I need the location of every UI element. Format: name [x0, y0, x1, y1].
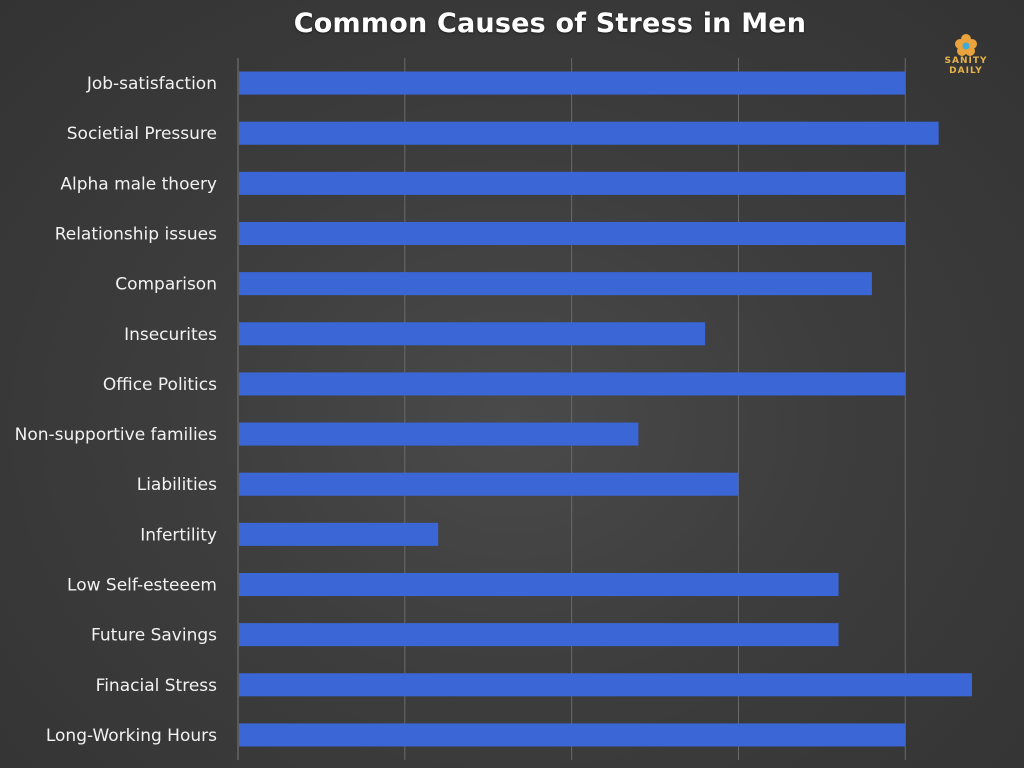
category-label: Alpha male thoery: [60, 174, 217, 194]
category-label: Liabilities: [137, 475, 217, 495]
bar: [239, 121, 939, 145]
category-label: Insecurites: [124, 325, 217, 345]
bars: [239, 71, 972, 747]
bar: [239, 372, 906, 396]
chart-title: Common Causes of Stress in Men: [293, 8, 807, 39]
bar: [239, 71, 906, 95]
category-label: Infertility: [140, 525, 217, 545]
category-label: Non-supportive families: [15, 425, 218, 445]
sanity-daily-logo: SANITY DAILY: [926, 34, 1006, 76]
bar: [239, 171, 906, 195]
category-label: Future Savings: [91, 626, 217, 646]
bar: [239, 673, 972, 697]
logo-text: SANITY DAILY: [944, 56, 988, 76]
grid-lines: [237, 58, 906, 760]
bar: [239, 572, 839, 597]
category-label: Long-Working Hours: [46, 726, 217, 746]
category-labels: Job-satisfaction Societial Pressure Alpha …: [15, 74, 218, 746]
bar: [239, 221, 906, 246]
bar: [239, 623, 839, 647]
category-label: Job-satisfaction: [86, 74, 217, 94]
category-label: Finacial Stress: [96, 676, 217, 696]
flower-logo-icon: [955, 34, 977, 56]
bar: [239, 272, 872, 296]
bar: [239, 723, 906, 747]
category-label: Comparison: [115, 275, 217, 295]
bar: [239, 322, 706, 346]
category-label: Relationship issues: [55, 225, 217, 245]
category-label: Societial Pressure: [67, 124, 217, 144]
category-label: Low Self-esteeem: [67, 576, 217, 596]
bar: [239, 522, 439, 546]
category-label: Office Politics: [103, 375, 217, 395]
bar: [239, 472, 739, 496]
bar: [239, 422, 639, 446]
